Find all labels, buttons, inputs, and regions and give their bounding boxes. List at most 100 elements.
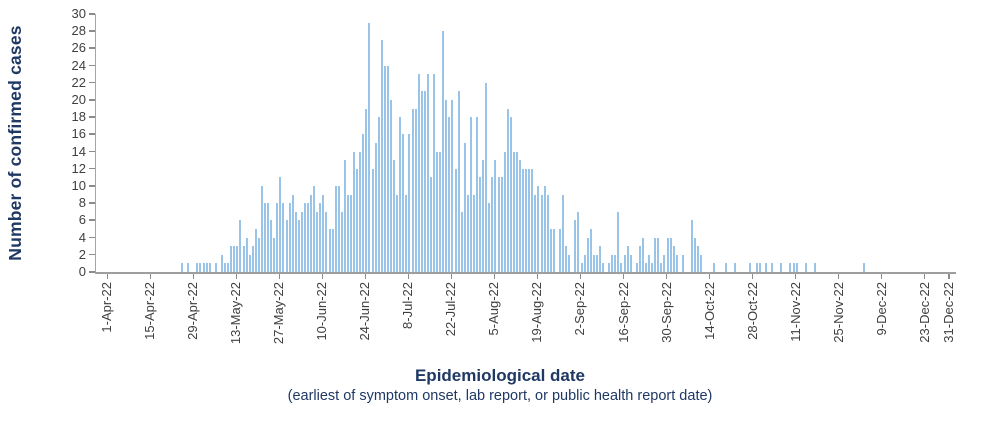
bar (285, 220, 288, 272)
x-tick-mark (536, 274, 539, 279)
y-tick-label: 24 (71, 57, 86, 73)
bar (645, 263, 648, 272)
bar (346, 194, 349, 272)
y-tick-mark (89, 116, 95, 118)
bar (602, 263, 604, 272)
bar (494, 160, 497, 272)
bar (436, 151, 439, 272)
bar (402, 134, 405, 272)
bar (479, 177, 482, 272)
bar (568, 254, 571, 272)
bar (626, 246, 629, 272)
x-tick-label: 2-Sep-22 (572, 282, 588, 336)
bar (672, 246, 675, 272)
x-tick-label: 25-Nov-22 (830, 282, 846, 343)
x-tick-mark (235, 274, 238, 279)
bar (580, 263, 583, 272)
bar (648, 254, 651, 272)
y-tick-mark (89, 185, 95, 187)
x-tick-mark (192, 274, 195, 279)
bar (248, 254, 251, 272)
bar (611, 254, 614, 272)
bar (214, 263, 217, 272)
y-tick-label: 16 (71, 126, 86, 142)
bar (359, 151, 362, 272)
bar (257, 237, 260, 272)
x-tick-mark (923, 274, 926, 279)
y-tick-label: 20 (71, 92, 86, 107)
bar (758, 263, 761, 272)
bar (589, 229, 592, 272)
x-tick-mark (665, 274, 668, 279)
x-tick-label: 30-Sep-22 (658, 282, 674, 343)
bar (558, 229, 561, 272)
x-tick-mark (622, 274, 625, 279)
y-tick-mark (89, 236, 95, 239)
bar (322, 194, 325, 272)
x-tick-label: 10-Jun-22 (314, 282, 330, 341)
y-tick-label: 18 (71, 109, 86, 125)
bar (389, 100, 392, 272)
bar (374, 143, 377, 272)
bar (205, 263, 208, 272)
bar (531, 168, 534, 272)
bar (764, 263, 767, 272)
y-tick-label: 28 (71, 23, 86, 39)
bar (608, 263, 611, 272)
bar (537, 186, 540, 272)
bar (476, 117, 479, 272)
bar (734, 263, 737, 272)
x-tick-mark (751, 274, 754, 279)
bar (749, 263, 752, 272)
bar (408, 134, 411, 272)
x-tick-mark (837, 274, 840, 279)
bar (641, 237, 644, 272)
bar (224, 263, 227, 272)
bar (512, 151, 515, 272)
bar (236, 246, 239, 272)
bar (208, 263, 211, 272)
bar (552, 229, 555, 272)
bar (491, 177, 494, 272)
bar (454, 168, 457, 272)
bar (577, 211, 580, 272)
bar (383, 65, 386, 272)
y-tick-label: 26 (71, 40, 86, 56)
y-tick-mark (89, 13, 95, 15)
bar (485, 82, 488, 272)
bar (429, 177, 432, 272)
y-tick-mark (89, 150, 95, 153)
x-tick-mark (106, 274, 109, 279)
bar (230, 246, 233, 272)
bar (534, 194, 537, 272)
bar (482, 160, 485, 272)
bar (657, 237, 660, 272)
bar (442, 31, 445, 272)
bar (771, 263, 773, 272)
bar (220, 254, 223, 272)
x-tick-mark (708, 274, 711, 279)
bar (472, 194, 475, 272)
x-tick-label: 27-May-22 (271, 282, 287, 345)
bar (291, 194, 294, 272)
bar (497, 177, 500, 272)
bar (814, 263, 817, 272)
bar (371, 168, 374, 272)
bar (300, 211, 303, 272)
bar (629, 254, 632, 272)
y-tick-mark (89, 133, 95, 135)
bar (506, 108, 509, 272)
bar (635, 263, 638, 272)
bar (691, 220, 694, 272)
bar (463, 143, 466, 272)
bar (574, 220, 577, 272)
x-tick-label: 11-Nov-22 (787, 282, 803, 342)
bar (294, 211, 297, 272)
x-tick-label: 16-Sep-22 (615, 282, 631, 343)
bar (260, 186, 263, 272)
bar (377, 117, 380, 272)
bar (343, 160, 346, 272)
bar (724, 263, 727, 272)
bar (500, 177, 503, 272)
bar (380, 39, 383, 272)
